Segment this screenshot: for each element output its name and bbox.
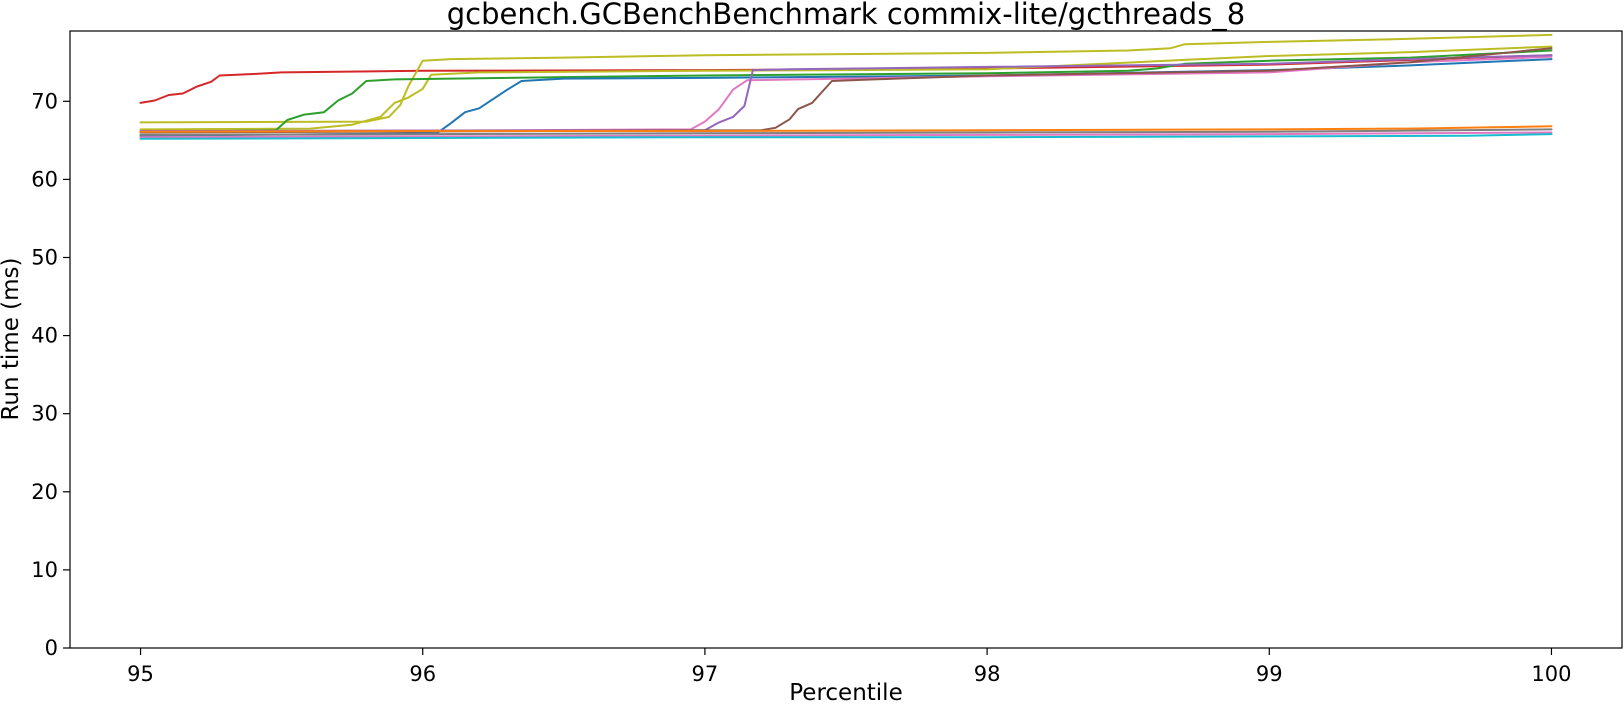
- x-tick-label: 96: [409, 662, 436, 686]
- series-layer: [139, 33, 1553, 140]
- x-axis: 95 96 97 98 99 100: [127, 648, 1572, 686]
- series-line-10: [139, 128, 1553, 136]
- y-tick-label: 50: [31, 245, 58, 269]
- y-tick-label: 40: [31, 324, 58, 348]
- x-tick-label: 98: [974, 662, 1001, 686]
- y-tick-label: 70: [31, 89, 58, 113]
- series-line-9: [139, 125, 1553, 133]
- x-axis-label: Percentile: [789, 680, 902, 706]
- x-tick-label: 95: [127, 662, 154, 686]
- y-tick-label: 10: [31, 558, 58, 582]
- y-tick-label: 0: [45, 636, 58, 660]
- series-line-12: [139, 133, 1553, 140]
- y-axis: 0 10 20 30 40 50 60 70: [31, 89, 70, 660]
- chart-title: gcbench.GCBenchBenchmark commix-lite/gct…: [447, 0, 1246, 31]
- y-tick-label: 30: [31, 402, 58, 426]
- series-line-7: [139, 54, 1553, 132]
- series-line-11: [139, 131, 1553, 139]
- x-tick-label: 100: [1531, 662, 1571, 686]
- plot-frame: [69, 30, 1623, 649]
- series-line-4: [139, 49, 1553, 134]
- series-line-8: [139, 47, 1553, 134]
- x-tick-label: 99: [1256, 662, 1283, 686]
- y-axis-label: Run time (ms): [0, 257, 24, 420]
- x-tick-label: 97: [692, 662, 719, 686]
- series-line-2: [139, 33, 1553, 124]
- series-line-3: [139, 45, 1553, 131]
- series-line-6: [139, 55, 1553, 133]
- y-tick-label: 60: [31, 167, 58, 191]
- y-tick-label: 20: [31, 480, 58, 504]
